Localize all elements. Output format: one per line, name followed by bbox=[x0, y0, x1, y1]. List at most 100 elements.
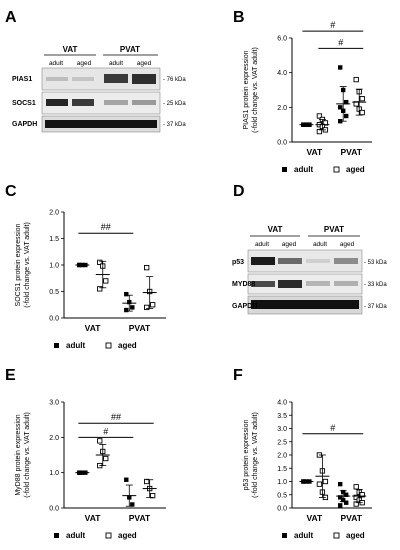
blot-d-lane-1: adult bbox=[255, 241, 269, 248]
significance-label: ## bbox=[111, 412, 121, 422]
blot-a-row-label-2: SOCS1 bbox=[12, 100, 36, 107]
panel-letter-f: F bbox=[233, 367, 243, 384]
y-tick-label: 0.5 bbox=[49, 289, 59, 296]
blot-d-group-pvat: PVAT bbox=[324, 225, 344, 234]
legend-label-adult: adult bbox=[66, 531, 85, 540]
data-point-adult bbox=[344, 113, 349, 119]
data-point-adult bbox=[338, 481, 343, 487]
legend-marker-adult bbox=[54, 343, 59, 348]
data-point-adult bbox=[130, 502, 135, 507]
data-point-aged bbox=[103, 278, 109, 284]
blot-d-row-kda-1: - 53 kDa bbox=[364, 260, 387, 266]
data-point-aged bbox=[359, 109, 365, 116]
blot-a-lane-2: aged bbox=[77, 60, 92, 67]
chart-f: 0.0 0.5 1.0 1.5 2.0 2.5 3.0 3.5 4.0 VAT PVAT p53 pr… bbox=[243, 400, 372, 540]
data-point-adult bbox=[130, 305, 135, 310]
data-point-adult bbox=[338, 105, 343, 110]
data-point-adult bbox=[344, 492, 349, 497]
data-point-aged bbox=[144, 478, 150, 485]
x-tick-label: PVAT bbox=[340, 513, 362, 523]
data-point-adult bbox=[338, 495, 343, 500]
chart-e: 0.0 1.0 2.0 3.0 VAT PVAT MyD88 protein express… bbox=[15, 400, 166, 540]
blot-a-row-kda-1: - 76 kDa bbox=[163, 77, 186, 83]
y-tick-label: 3.0 bbox=[49, 400, 59, 407]
legend-marker-aged bbox=[105, 342, 112, 349]
data-point-aged bbox=[144, 265, 150, 271]
data-point-adult bbox=[344, 99, 349, 105]
y-tick-label: 2.0 bbox=[277, 453, 287, 460]
blot-a-row-label-1: PIAS1 bbox=[12, 76, 32, 83]
blot-d-row-kda-3: - 37 kDa bbox=[364, 304, 387, 310]
y-tick-label: 0.0 bbox=[277, 506, 287, 513]
panel-letter-b: B bbox=[233, 9, 245, 26]
y-tick-label: 2.5 bbox=[277, 439, 287, 446]
x-tick-label: PVAT bbox=[129, 513, 151, 523]
data-point-aged bbox=[97, 286, 103, 292]
legend-label-aged: aged bbox=[346, 531, 365, 540]
data-point-aged bbox=[353, 501, 359, 507]
blot-a-group-pvat: PVAT bbox=[120, 45, 140, 54]
legend-label-adult: adult bbox=[66, 341, 85, 350]
data-point-aged bbox=[316, 128, 323, 135]
y-tick-label: 0.5 bbox=[277, 492, 287, 499]
data-point-aged bbox=[150, 492, 156, 499]
legend-marker-aged bbox=[333, 532, 340, 539]
y-tick-label: 4.0 bbox=[277, 70, 287, 77]
y-tick-label: 2.0 bbox=[49, 435, 59, 442]
y-axis-label: (-fold change vs. VAT adult) bbox=[252, 47, 259, 133]
data-point-aged bbox=[353, 76, 359, 83]
y-tick-label: 1.5 bbox=[49, 236, 59, 243]
y-tick-label: 4.0 bbox=[277, 400, 287, 407]
data-point-aged bbox=[150, 302, 156, 308]
legend-label-adult: adult bbox=[294, 165, 313, 174]
blot-a-row-kda-2: - 25 kDa bbox=[163, 101, 186, 107]
blot-a-lane-3: adult bbox=[109, 60, 123, 67]
data-point-adult bbox=[124, 307, 129, 313]
blot-a-lane-4: aged bbox=[137, 60, 152, 67]
blot-d-row-label-3: GAPDH bbox=[232, 303, 257, 310]
blot-d-row-label-1: p53 bbox=[232, 259, 244, 266]
chart-b: 0.0 2.0 4.0 6.0 VAT PVAT PIAS1 protein express… bbox=[243, 20, 372, 174]
significance-label: # bbox=[330, 20, 335, 30]
data-point-adult bbox=[124, 291, 129, 297]
data-point-aged bbox=[316, 481, 323, 487]
y-axis-label: PIAS1 protein expression bbox=[243, 50, 250, 129]
data-point-aged bbox=[144, 304, 150, 311]
y-tick-label: 1.0 bbox=[277, 479, 287, 486]
y-tick-label: 6.0 bbox=[277, 36, 287, 43]
data-point-aged bbox=[97, 438, 103, 444]
y-tick-label: 2.0 bbox=[49, 210, 59, 217]
data-point-adult bbox=[338, 65, 343, 70]
legend-marker-adult bbox=[282, 167, 287, 172]
legend-marker-adult bbox=[282, 533, 287, 538]
data-point-adult bbox=[338, 503, 343, 508]
blot-d-lane-2: aged bbox=[282, 241, 297, 248]
significance-label: # bbox=[338, 37, 343, 47]
chart-c: 0.0 0.5 1.0 1.5 2.0 VAT PVAT SOCS1 protein expr… bbox=[15, 210, 166, 350]
blot-a-lane-1: adult bbox=[49, 60, 63, 67]
data-point-aged bbox=[359, 96, 365, 102]
y-axis-label: p53 protein expression bbox=[243, 419, 250, 490]
data-point-aged bbox=[359, 492, 365, 498]
y-tick-label: 0.0 bbox=[49, 316, 59, 323]
legend-label-aged: aged bbox=[118, 531, 137, 540]
y-axis-label: SOCS1 protein expression bbox=[15, 223, 22, 306]
significance-label: # bbox=[330, 423, 335, 433]
y-tick-label: 3.5 bbox=[277, 413, 287, 420]
blot-d-row-label-2: MYD88 bbox=[232, 281, 255, 288]
y-tick-label: 0.0 bbox=[277, 140, 287, 147]
y-axis-label: (-fold change vs. VAT adult) bbox=[24, 222, 31, 308]
western-blot-a: VAT PVAT adult aged adult aged PIAS1 - 7… bbox=[12, 45, 186, 133]
y-tick-label: 0.0 bbox=[49, 506, 59, 513]
x-tick-label: VAT bbox=[307, 147, 324, 157]
y-axis-label: (-fold change vs. VAT adult) bbox=[24, 412, 31, 498]
panel-letter-a: A bbox=[5, 9, 17, 26]
blot-d-group-vat: VAT bbox=[268, 225, 283, 234]
legend-label-aged: aged bbox=[346, 165, 365, 174]
legend-marker-aged bbox=[333, 166, 340, 173]
legend-marker-aged bbox=[105, 532, 112, 539]
y-tick-label: 2.0 bbox=[277, 105, 287, 112]
blot-d-lane-4: aged bbox=[340, 241, 355, 248]
data-point-aged bbox=[353, 484, 359, 490]
blot-a-row-kda-3: - 37 kDa bbox=[163, 122, 186, 128]
